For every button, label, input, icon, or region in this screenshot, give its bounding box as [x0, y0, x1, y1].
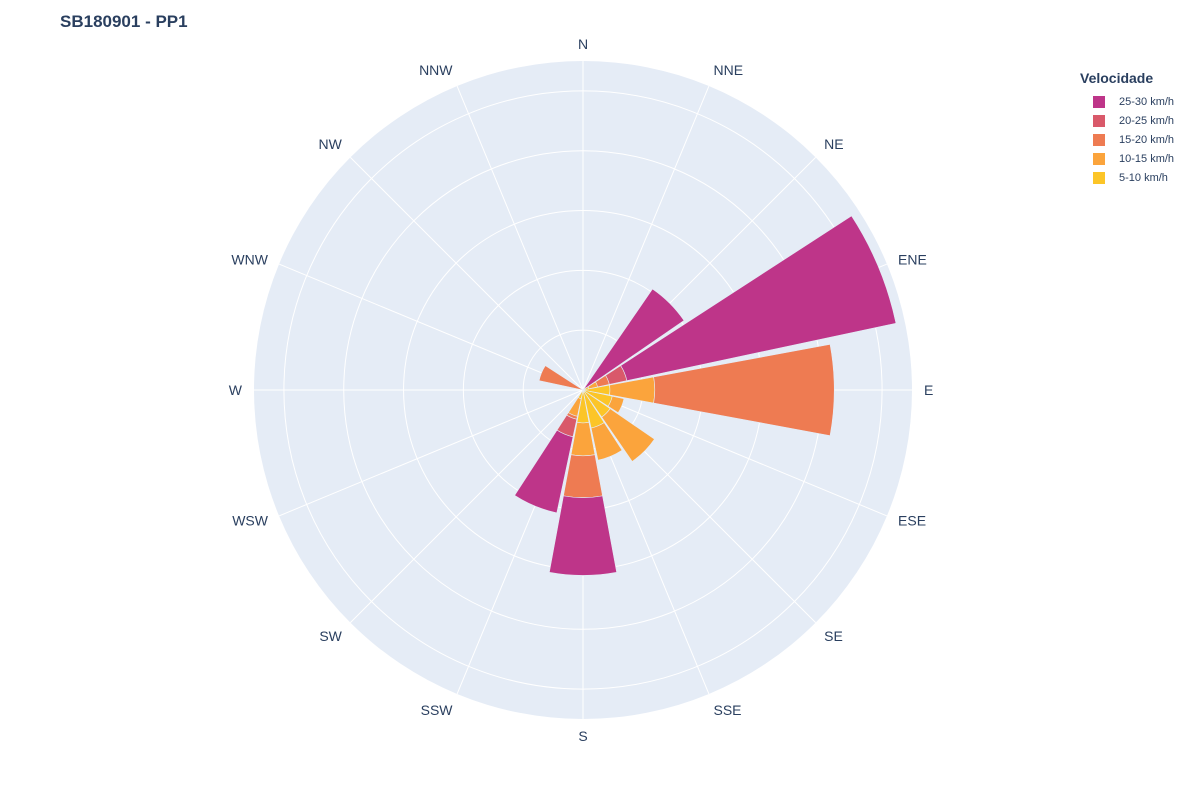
direction-label-SSE: SSE	[713, 702, 741, 718]
legend-swatch	[1093, 171, 1105, 184]
direction-label-NE: NE	[824, 136, 843, 152]
bar-ENE-4	[620, 215, 897, 381]
direction-label-NNE: NNE	[713, 62, 743, 78]
direction-label-WSW: WSW	[232, 512, 269, 528]
bar-SE-1	[601, 408, 655, 462]
angular-gridline	[582, 85, 710, 391]
angular-gridline	[278, 263, 584, 391]
direction-label-W: W	[229, 382, 243, 398]
legend-entry[interactable]: 10-15 km/h	[1080, 149, 1174, 168]
direction-label-SSW: SSW	[421, 702, 454, 718]
legend-label: 10-15 km/h	[1119, 152, 1175, 165]
legend: Velocidade 25-30 km/h 20-25 km/h 15-20 km/…	[1080, 70, 1174, 187]
bar-E-2	[653, 344, 835, 436]
legend-swatch	[1093, 95, 1105, 108]
legend-entry[interactable]: 15-20 km/h	[1080, 130, 1174, 149]
angular-gridline	[350, 389, 584, 623]
direction-label-ESE: ESE	[898, 512, 926, 528]
angular-gridline	[456, 85, 584, 391]
bar-ESE-1	[607, 395, 625, 414]
bar-SSW-4	[514, 429, 574, 514]
angular-gridline	[582, 389, 888, 517]
direction-label-SE: SE	[824, 628, 843, 644]
direction-labels: N NNE NE ENE E ESE SE SSE S SSW SW WSW W WNW NW NNW	[229, 36, 934, 744]
legend-entry[interactable]: 25-30 km/h	[1080, 92, 1174, 111]
legend-swatch	[1093, 133, 1105, 146]
angular-gridline	[278, 389, 584, 517]
legend-title: Velocidade	[1080, 70, 1154, 86]
legend-label: 20-25 km/h	[1119, 114, 1175, 127]
legend-label: 15-20 km/h	[1119, 133, 1175, 146]
bar-NE-4	[584, 288, 685, 389]
bar-S-4	[548, 495, 618, 576]
direction-label-S: S	[578, 728, 587, 744]
direction-label-E: E	[924, 382, 933, 398]
direction-label-SW: SW	[319, 628, 342, 644]
legend-label: 5-10 km/h	[1119, 171, 1168, 184]
legend-swatch	[1093, 152, 1105, 165]
legend-entry[interactable]: 20-25 km/h	[1080, 111, 1174, 130]
bar-SSE-1	[590, 422, 623, 461]
legend-label: 25-30 km/h	[1119, 95, 1175, 108]
angular-gridline	[350, 157, 584, 391]
legend-swatch	[1093, 114, 1105, 127]
direction-label-N: N	[578, 36, 588, 52]
direction-label-WNW: WNW	[231, 252, 268, 268]
polar-bars	[514, 215, 897, 576]
chart-title: SB180901 - PP1	[60, 12, 188, 31]
legend-items: 25-30 km/h 20-25 km/h 15-20 km/h 10-15 km/h…	[1080, 92, 1174, 187]
direction-label-ENE: ENE	[898, 252, 927, 268]
direction-label-NNW: NNW	[419, 62, 453, 78]
bar-WNW-2	[538, 365, 584, 391]
legend-entry[interactable]: 5-10 km/h	[1080, 168, 1174, 187]
direction-label-NW: NW	[319, 136, 343, 152]
